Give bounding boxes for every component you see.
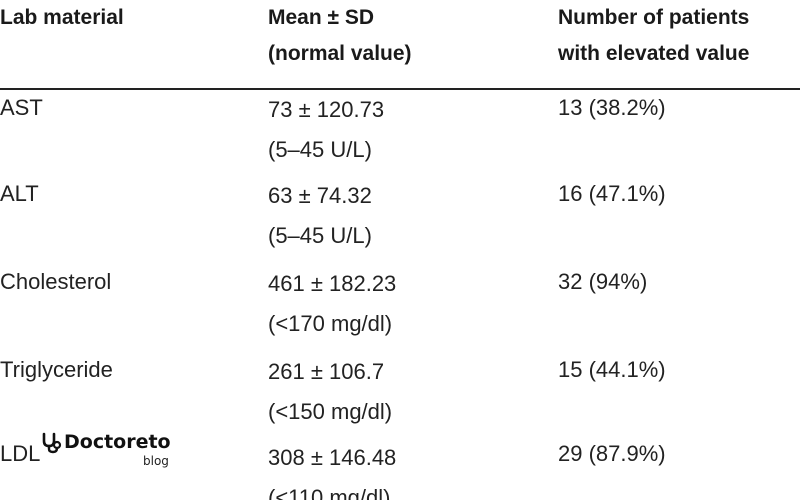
header-divider — [0, 88, 800, 90]
table-row-triglyceride-count: 15 (44.1%) — [558, 350, 666, 390]
cell-count: 16 (47.1%) — [558, 181, 666, 206]
header-mean-sd-line2: (normal value) — [268, 42, 412, 65]
table-row-ast-count: 13 (38.2%) — [558, 88, 666, 128]
header-patients-line2: with elevated value — [558, 42, 750, 65]
doctoreto-watermark: Doctoreto blog — [40, 431, 171, 472]
cell-material: ALT — [0, 181, 39, 206]
table-row-ldl-count: 29 (87.9%) — [558, 434, 666, 474]
cell-count: 15 (44.1%) — [558, 357, 666, 382]
watermark-sub: blog — [143, 454, 169, 468]
table-row-triglyceride-material: Triglyceride — [0, 350, 113, 390]
cell-normal: (5–45 U/L) — [268, 223, 372, 248]
table-row-cholesterol-material: Cholesterol — [0, 262, 111, 302]
table-row-ldl-material: LDL — [0, 434, 40, 474]
cell-count: 13 (38.2%) — [558, 95, 666, 120]
stethoscope-icon — [42, 432, 62, 454]
cell-mean: 73 ± 120.73 — [268, 97, 385, 122]
table-row-cholesterol-mean: 461 ± 182.23 (<170 mg/dl) — [268, 264, 396, 344]
table-row-alt-count: 16 (47.1%) — [558, 174, 666, 214]
header-lab-material: Lab material — [0, 0, 124, 36]
cell-normal: (<170 mg/dl) — [268, 311, 393, 336]
table-row-ast-material: AST — [0, 88, 43, 128]
cell-mean: 461 ± 182.23 — [268, 271, 397, 296]
header-mean-sd-line1: Mean ± SD — [268, 6, 375, 29]
cell-mean: 261 ± 106.7 — [268, 359, 385, 384]
cell-normal: (5–45 U/L) — [268, 137, 372, 162]
table-row-ast-mean: 73 ± 120.73 (5–45 U/L) — [268, 90, 384, 170]
cell-mean: 308 ± 146.48 — [268, 445, 397, 470]
cell-normal: (<150 mg/dl) — [268, 399, 393, 424]
table-row-alt-material: ALT — [0, 174, 39, 214]
table-row-cholesterol-count: 32 (94%) — [558, 262, 647, 302]
table-row-triglyceride-mean: 261 ± 106.7 (<150 mg/dl) — [268, 352, 392, 432]
cell-mean: 63 ± 74.32 — [268, 183, 372, 208]
table-row-alt-mean: 63 ± 74.32 (5–45 U/L) — [268, 176, 372, 256]
cell-count: 32 (94%) — [558, 269, 648, 294]
cell-material: LDL — [0, 441, 41, 466]
cell-material: Triglyceride — [0, 357, 113, 382]
watermark-brand: Doctoreto — [64, 431, 171, 453]
cell-count: 29 (87.9%) — [558, 441, 666, 466]
cell-normal: (<110 mg/dl) — [268, 485, 391, 500]
header-patients-line1: Number of patients — [558, 6, 750, 29]
header-patients-elevated: Number of patients with elevated value — [558, 0, 749, 72]
header-lab-material-line1: Lab material — [0, 6, 124, 29]
cell-material: Cholesterol — [0, 269, 112, 294]
table-row-ldl-mean: 308 ± 146.48 (<110 mg/dl) — [268, 438, 396, 500]
cell-material: AST — [0, 95, 43, 120]
header-mean-sd: Mean ± SD (normal value) — [268, 0, 412, 72]
